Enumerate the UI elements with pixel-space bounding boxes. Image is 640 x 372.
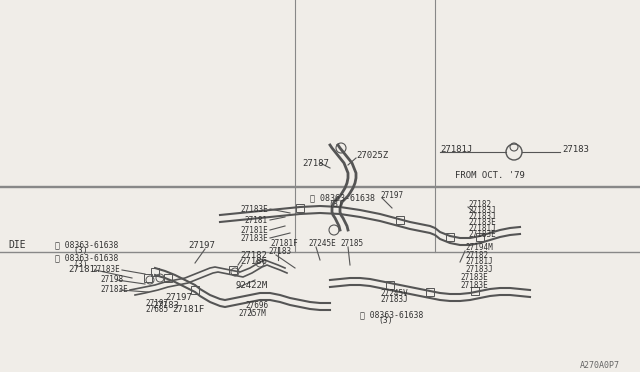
Text: FROM OCT. '79: FROM OCT. '79 [455, 170, 525, 180]
Text: 27183E: 27183E [468, 218, 496, 227]
Text: Ⓢ 08363-61638: Ⓢ 08363-61638 [55, 253, 118, 263]
Text: 27197: 27197 [165, 294, 192, 302]
Text: 27183E: 27183E [468, 230, 496, 238]
Text: 27182: 27182 [240, 251, 267, 260]
Bar [191, 286, 199, 294]
Bar [164, 274, 172, 282]
Text: 27183E: 27183E [460, 280, 488, 289]
Text: 27181J: 27181J [440, 144, 472, 154]
Text: 27187: 27187 [302, 158, 329, 167]
Text: Ⓢ 08363-61638: Ⓢ 08363-61638 [55, 241, 118, 250]
Bar [151, 268, 159, 276]
Text: 27186: 27186 [240, 257, 267, 266]
Text: 27181: 27181 [68, 266, 95, 275]
Text: 27696: 27696 [245, 301, 268, 310]
Text: (3): (3) [378, 317, 392, 326]
Text: 27183J: 27183J [468, 205, 496, 215]
Bar [144, 274, 152, 282]
Text: 27183E: 27183E [240, 234, 268, 243]
Text: Ⓢ 08363-61638: Ⓢ 08363-61638 [310, 193, 375, 202]
Text: 27183E: 27183E [460, 273, 488, 282]
Text: 27198: 27198 [100, 276, 123, 285]
Text: (3): (3) [73, 260, 88, 269]
Text: Ⓢ 08363-61638: Ⓢ 08363-61638 [360, 311, 424, 320]
Text: 27245E: 27245E [308, 240, 336, 248]
Bar [476, 233, 484, 241]
Text: 27181J: 27181J [465, 257, 493, 266]
Text: 27197: 27197 [145, 298, 168, 308]
Bar [471, 287, 479, 295]
Bar [396, 216, 404, 224]
Bar [426, 288, 434, 296]
Text: 27181: 27181 [245, 215, 268, 224]
Text: 27183J: 27183J [468, 212, 496, 221]
Text: 27197: 27197 [380, 190, 403, 199]
Text: (3): (3) [328, 199, 343, 208]
Text: 27245V: 27245V [380, 289, 408, 298]
Text: (3): (3) [73, 247, 88, 256]
Text: 27257M: 27257M [238, 308, 266, 317]
Text: 27181F: 27181F [270, 240, 298, 248]
Text: 27183E: 27183E [240, 205, 268, 214]
Text: 27183: 27183 [152, 301, 179, 310]
Bar [386, 281, 394, 289]
Text: DIE: DIE [8, 240, 26, 250]
Text: 92422M: 92422M [235, 280, 268, 289]
Text: 27183E: 27183E [100, 285, 128, 295]
Bar [446, 233, 454, 241]
Text: 27182: 27182 [465, 250, 488, 260]
Text: 27183J: 27183J [380, 295, 408, 305]
Bar [229, 266, 237, 274]
Text: A270A0P7: A270A0P7 [580, 360, 620, 369]
Text: 27025Z: 27025Z [356, 151, 388, 160]
Text: 27197: 27197 [188, 241, 215, 250]
Text: 27685: 27685 [145, 305, 168, 314]
Text: 27182: 27182 [468, 199, 491, 208]
Text: 27183J: 27183J [465, 264, 493, 273]
Text: 27181J: 27181J [468, 224, 496, 232]
Text: 27183: 27183 [268, 247, 291, 257]
Bar [296, 204, 304, 212]
Text: 27183: 27183 [562, 144, 589, 154]
Text: 27181E: 27181E [240, 225, 268, 234]
Text: 27181F: 27181F [172, 305, 204, 314]
Text: 27185: 27185 [340, 240, 363, 248]
Text: 27183E: 27183E [92, 266, 120, 275]
Text: 27194M: 27194M [465, 244, 493, 253]
